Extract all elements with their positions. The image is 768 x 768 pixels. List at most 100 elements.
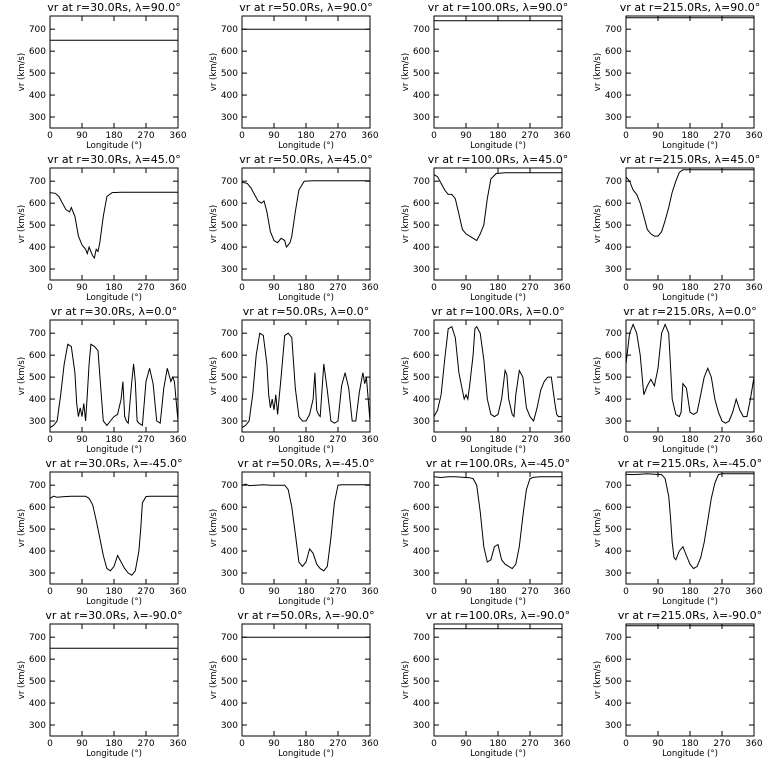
y-tick-label: 500 [605, 677, 622, 687]
y-tick-label: 500 [605, 525, 622, 535]
y-tick-label: 300 [221, 265, 238, 275]
panel-2-2: vr at r=50.0Rs, λ=45.0° 0 90 180 270 360 300 40… [209, 153, 379, 303]
x-axis-label: Longitude (°) [470, 749, 526, 759]
y-tick-label: 500 [221, 221, 238, 231]
panel-title: vr at r=50.0Rs, λ=-90.0° [237, 609, 374, 622]
x-tick-label: 270 [521, 131, 538, 141]
x-tick-label: 0 [239, 283, 245, 293]
x-tick-label: 90 [460, 739, 472, 749]
panel-title: vr at r=215.0Rs, λ=-45.0° [618, 457, 762, 470]
y-tick-label: 700 [605, 633, 622, 643]
y-axis-label: vr (km/s) [593, 53, 603, 91]
x-tick-label: 180 [297, 283, 314, 293]
y-tick-label: 600 [221, 47, 238, 57]
panel-5-3: vr at r=100.0Rs, λ=-90.0° 0 90 180 270 360 300… [401, 609, 571, 759]
x-tick-label: 0 [431, 131, 437, 141]
x-tick-label: 90 [268, 283, 280, 293]
panel-3-3: vr at r=100.0Rs, λ=0.0° 0 90 180 270 360 300 40… [401, 305, 571, 455]
y-tick-label: 600 [413, 47, 430, 57]
y-axis-label: vr (km/s) [17, 509, 27, 547]
plot-frame [433, 319, 563, 433]
x-tick-label: 270 [137, 587, 154, 597]
y-tick-label: 700 [29, 481, 46, 491]
x-tick-label: 180 [105, 739, 122, 749]
y-axis-label: vr (km/s) [209, 357, 219, 395]
x-tick-label: 360 [745, 739, 762, 749]
y-tick-label: 600 [413, 199, 430, 209]
y-tick-label: 500 [413, 525, 430, 535]
x-tick-label: 0 [47, 435, 53, 445]
x-tick-label: 270 [713, 587, 730, 597]
y-tick-label: 700 [605, 25, 622, 35]
panel-title: vr at r=100.0Rs, λ=-45.0° [426, 457, 570, 470]
y-axis-label: vr (km/s) [209, 205, 219, 243]
x-tick-label: 270 [713, 739, 730, 749]
y-tick-label: 700 [29, 329, 46, 339]
y-tick-label: 600 [605, 47, 622, 57]
y-tick-label: 500 [221, 373, 238, 383]
panel-title: vr at r=100.0Rs, λ=45.0° [428, 153, 568, 166]
y-axis-label: vr (km/s) [17, 53, 27, 91]
y-tick-label: 600 [29, 351, 46, 361]
y-tick-label: 700 [221, 633, 238, 643]
x-tick-label: 270 [713, 435, 730, 445]
x-axis-label: Longitude (°) [470, 445, 526, 455]
x-axis-label: Longitude (°) [86, 445, 142, 455]
panel-5-2: vr at r=50.0Rs, λ=-90.0° 0 90 180 270 360 300 4… [209, 609, 379, 759]
x-tick-label: 360 [169, 587, 186, 597]
x-tick-label: 0 [47, 587, 53, 597]
y-tick-label: 300 [29, 265, 46, 275]
x-tick-label: 0 [47, 131, 53, 141]
y-tick-label: 600 [29, 47, 46, 57]
panel-2-1: vr at r=30.0Rs, λ=45.0° 0 90 180 270 360 300 40… [17, 153, 187, 303]
plot-frame [241, 167, 371, 281]
x-tick-label: 270 [521, 739, 538, 749]
y-tick-label: 300 [413, 721, 430, 731]
x-tick-label: 90 [652, 131, 664, 141]
x-axis-label: Longitude (°) [86, 597, 142, 607]
y-tick-label: 300 [221, 721, 238, 731]
y-tick-label: 600 [605, 655, 622, 665]
y-tick-label: 500 [413, 373, 430, 383]
panel-title: vr at r=30.0Rs, λ=45.0° [47, 153, 180, 166]
x-tick-label: 180 [681, 739, 698, 749]
plot-frame [625, 319, 755, 433]
plot-frame [241, 319, 371, 433]
x-tick-label: 180 [489, 587, 506, 597]
series-line [49, 191, 178, 260]
plot-frame [625, 471, 755, 585]
x-axis-label: Longitude (°) [278, 445, 334, 455]
x-tick-label: 180 [297, 435, 314, 445]
plot-frame [241, 471, 371, 585]
plot-frame [433, 623, 563, 737]
y-tick-label: 400 [605, 699, 622, 709]
y-tick-label: 300 [221, 417, 238, 427]
panel-title: vr at r=30.0Rs, λ=-90.0° [45, 609, 182, 622]
panel-title: vr at r=100.0Rs, λ=0.0° [431, 305, 564, 318]
x-tick-label: 180 [105, 283, 122, 293]
y-tick-label: 700 [605, 329, 622, 339]
x-tick-label: 360 [553, 739, 570, 749]
y-tick-label: 400 [413, 547, 430, 557]
panel-title: vr at r=215.0Rs, λ=90.0° [620, 1, 760, 14]
x-tick-label: 360 [745, 587, 762, 597]
y-axis-label: vr (km/s) [593, 205, 603, 243]
x-tick-label: 270 [521, 587, 538, 597]
x-tick-label: 270 [137, 283, 154, 293]
panel-title: vr at r=50.0Rs, λ=0.0° [243, 305, 369, 318]
y-tick-label: 500 [413, 677, 430, 687]
plot-frame [49, 471, 179, 585]
y-tick-label: 300 [221, 569, 238, 579]
y-axis-label: vr (km/s) [17, 205, 27, 243]
series-line [433, 172, 562, 242]
y-tick-label: 500 [605, 221, 622, 231]
x-tick-label: 360 [553, 587, 570, 597]
x-tick-label: 0 [431, 283, 437, 293]
panel-3-4: vr at r=215.0Rs, λ=0.0° 0 90 180 270 360 300 40… [593, 305, 763, 455]
panel-4-1: vr at r=30.0Rs, λ=-45.0° 0 90 180 270 360 300 4… [17, 457, 187, 607]
y-tick-label: 400 [221, 547, 238, 557]
y-tick-label: 600 [221, 199, 238, 209]
x-tick-label: 180 [489, 739, 506, 749]
x-tick-label: 90 [460, 587, 472, 597]
